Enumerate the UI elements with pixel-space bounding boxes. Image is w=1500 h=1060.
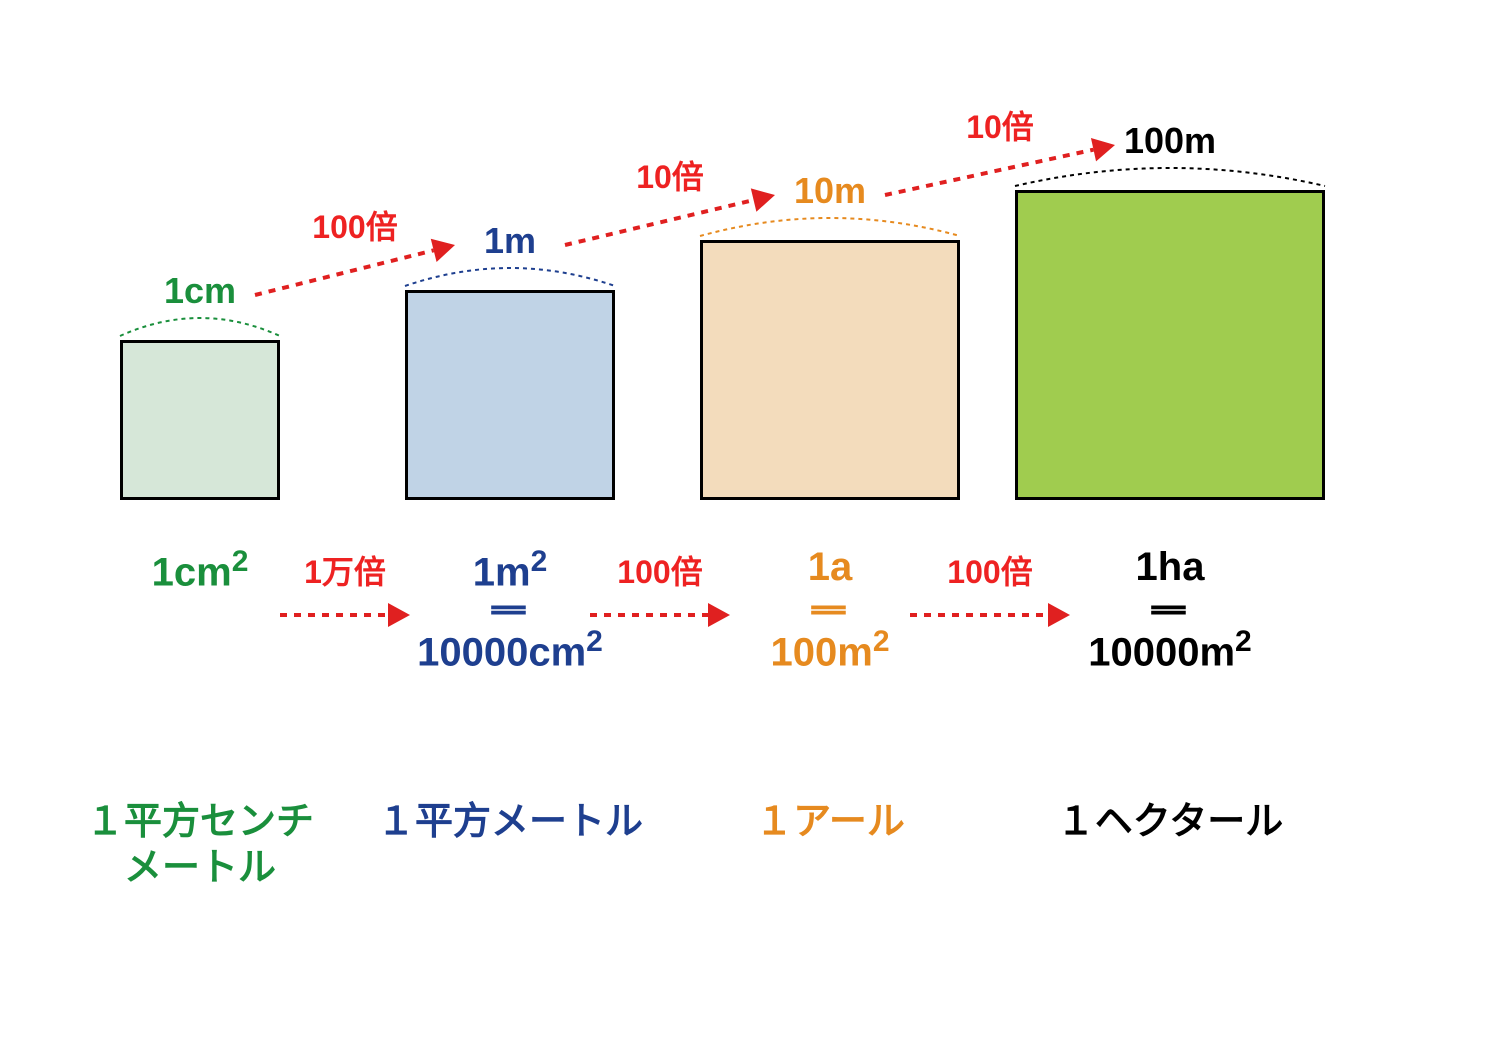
side-label-m: 1m (484, 220, 536, 262)
arc-a (700, 218, 960, 236)
top-arrow-0-line (255, 250, 434, 295)
square-cm (120, 340, 280, 500)
top-arrow-1-head (751, 188, 775, 211)
diagram-stage: 1cm 1cm2 １平方センチ メートル 1m 1m2 ∥ 10000cm2 １平方メートル 1… (0, 0, 1500, 1060)
top-arrow-2-head (1091, 138, 1115, 161)
top-arrow-0-head (431, 239, 455, 262)
side-label-a: 10m (794, 170, 866, 212)
eq-sign-ha: ∥ (1150, 602, 1190, 619)
arc-ha (1015, 168, 1325, 186)
bottom-arrow-2-head (1048, 603, 1070, 627)
arc-cm (120, 318, 280, 336)
eq-sign-m: ∥ (490, 602, 530, 619)
bottom-arrow-0-label: 1万倍 (304, 547, 386, 593)
name-label-a: １アール (755, 800, 905, 846)
bottom-arrow-1-label: 100倍 (617, 547, 702, 593)
name-label-cm: １平方センチ メートル (86, 800, 314, 891)
eq-label-a: 100m2 (771, 625, 890, 675)
top-arrow-1-line (565, 200, 754, 245)
area-label-m: 1m2 (473, 545, 548, 595)
arc-m (405, 268, 615, 286)
top-arrow-2-line (885, 150, 1094, 195)
name-label-ha: １ヘクタール (1057, 800, 1283, 846)
area-label-cm: 1cm2 (152, 545, 249, 595)
eq-sign-a: ∥ (810, 602, 850, 619)
square-a (700, 240, 960, 500)
bottom-arrow-1-head (708, 603, 730, 627)
square-m (405, 290, 615, 500)
bottom-arrow-2-label: 100倍 (947, 547, 1032, 593)
bottom-arrow-0-head (388, 603, 410, 627)
square-ha (1015, 190, 1325, 500)
top-arrow-0-label: 100倍 (312, 202, 397, 248)
eq-label-m: 10000cm2 (417, 625, 603, 675)
side-label-cm: 1cm (164, 270, 236, 312)
overlay-svg (0, 0, 1500, 1060)
name-label-m: １平方メートル (377, 800, 643, 846)
side-label-ha: 100m (1124, 120, 1216, 162)
top-arrow-2-label: 10倍 (966, 102, 1034, 148)
eq-label-ha: 10000m2 (1088, 625, 1251, 675)
area-label-ha: 1ha (1136, 545, 1205, 590)
top-arrow-1-label: 10倍 (636, 152, 704, 198)
area-label-a: 1a (808, 545, 853, 590)
